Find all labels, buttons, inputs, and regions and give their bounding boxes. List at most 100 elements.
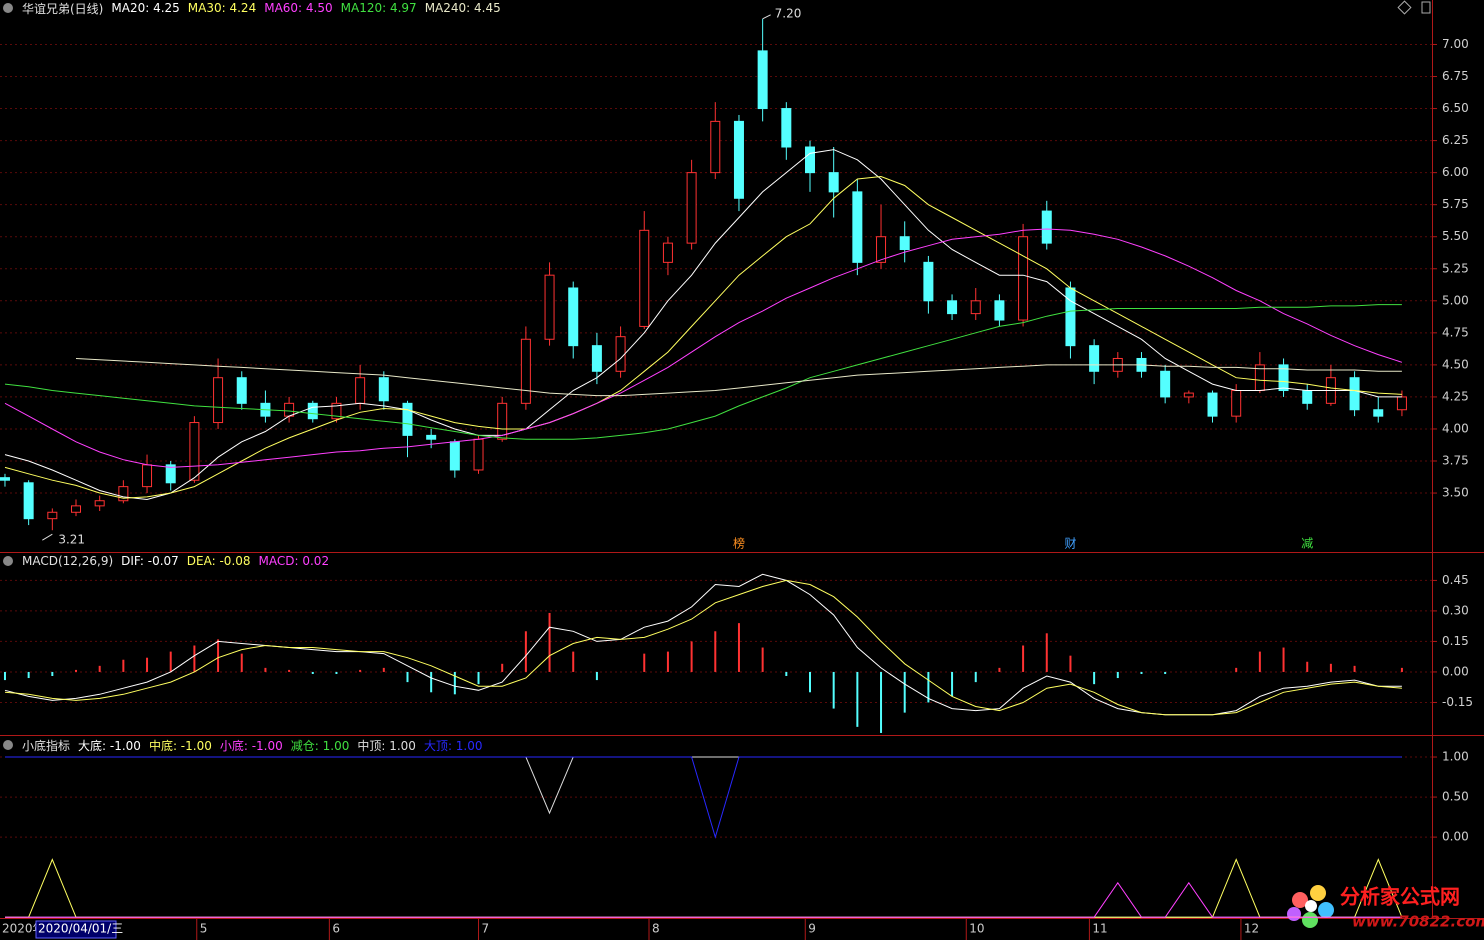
event-marker: 减	[1301, 537, 1313, 551]
candle-body	[118, 486, 129, 502]
x-tick-label: 12	[1244, 922, 1259, 936]
candle-body	[923, 261, 934, 302]
candle-body	[876, 236, 887, 263]
ma-line	[4, 304, 1402, 440]
candle-body	[1349, 377, 1360, 411]
y-tick-label: 6.25	[1442, 133, 1469, 147]
cursor-box	[35, 920, 117, 939]
candle-body	[1278, 364, 1289, 392]
watermark-title: 分析家公式网	[1340, 885, 1460, 909]
watermark-url: www.70822.com	[1352, 913, 1484, 931]
candle-body	[355, 377, 366, 404]
candle-body	[686, 172, 697, 244]
candle-body	[520, 338, 531, 404]
candle-body	[899, 236, 910, 251]
x-tick-label: 7	[482, 922, 490, 936]
candle-body	[828, 172, 839, 193]
y-tick-label: 0.15	[1442, 634, 1469, 648]
x-tick-label: 9	[808, 922, 816, 936]
candle-body	[1183, 392, 1194, 398]
legend: 小底指标 大底: -1.00 中底: -1.00 小底: -1.00 减仓: 1.00 中…	[2, 737, 483, 753]
ma-line	[4, 175, 1402, 499]
indicator-line	[5, 756, 1402, 839]
candle-body	[804, 146, 815, 174]
candle-body	[142, 464, 153, 488]
candle-body	[970, 300, 981, 315]
y-tick-label: 3.50	[1442, 486, 1469, 500]
candle-body	[189, 422, 200, 481]
candle-body	[23, 482, 34, 520]
event-marker: 榜	[733, 536, 745, 551]
legend-entry: MA60: 4.50	[264, 1, 333, 15]
legend-entry: MA120: 4.97	[340, 1, 417, 15]
candle-body	[307, 402, 318, 420]
candle-body	[1018, 236, 1029, 321]
candle-body	[615, 336, 626, 372]
legend: MACD(12,26,9) DIF: -0.07 DEA: -0.08 MACD: 0…	[2, 553, 329, 569]
y-tick-label: 5.25	[1442, 261, 1469, 275]
legend-entry: DIF: -0.07	[121, 554, 179, 568]
legend-entry: MA30: 4.24	[187, 1, 257, 15]
legend-entry: MA240: 4.45	[424, 1, 501, 15]
candle-body	[994, 300, 1005, 321]
x-tick-label: 11	[1092, 922, 1107, 936]
legend-entry: 大底: -1.00	[78, 738, 141, 753]
candle-body	[0, 477, 10, 481]
candle-body	[710, 120, 721, 174]
candle-body	[284, 402, 295, 417]
panel-title: 华谊兄弟(日线)	[22, 1, 104, 16]
y-tick-label: 4.50	[1442, 357, 1469, 371]
candle-body	[71, 505, 82, 513]
candle-body	[544, 274, 555, 340]
y-tick-label: 0.00	[1442, 664, 1469, 678]
x-tick-label: 5	[200, 922, 208, 936]
candle-body	[378, 377, 389, 402]
candle-body	[781, 108, 792, 148]
candle-body	[591, 345, 602, 372]
y-tick-label: 1.00	[1442, 750, 1469, 764]
ma-line	[75, 358, 1402, 397]
candle-body	[852, 191, 863, 263]
ma-line	[4, 228, 1403, 468]
cursor-label: 2020/04/01/三	[38, 922, 123, 936]
legend-entry: 小底: -1.00	[219, 738, 283, 753]
candle-body	[47, 511, 58, 520]
y-tick-label: 0.50	[1442, 790, 1469, 804]
candle-body	[165, 464, 176, 484]
candle-body	[1373, 409, 1384, 417]
year-label: 2020年	[2, 922, 45, 936]
candle-body	[1302, 390, 1313, 404]
legend-entry: 中底: -1.00	[148, 738, 212, 753]
toolbar-icon[interactable]	[1421, 1, 1431, 14]
candle-body	[1231, 390, 1242, 417]
indicator-line	[5, 756, 1402, 815]
high-label: 7.20	[775, 6, 802, 20]
ma-line	[4, 149, 1402, 501]
low-pointer	[42, 533, 53, 541]
candle-body	[94, 500, 105, 507]
x-tick-label: 8	[652, 922, 660, 936]
candle-body	[426, 434, 437, 440]
y-tick-label: 5.50	[1442, 229, 1469, 243]
candle-body	[1207, 392, 1218, 417]
candle-body	[213, 377, 224, 424]
candle-body	[662, 242, 673, 263]
candle-body	[568, 287, 579, 347]
high-pointer	[762, 14, 771, 20]
event-marker: 财	[1064, 537, 1076, 551]
candle-body	[757, 50, 768, 110]
y-tick-label: 4.75	[1442, 325, 1469, 339]
macd-line	[4, 579, 1402, 716]
y-tick-label: 5.75	[1442, 197, 1469, 211]
indicator-line	[5, 881, 1402, 918]
candle-body	[1041, 210, 1052, 244]
y-tick-label: 6.00	[1442, 165, 1469, 179]
toolbar-icon[interactable]	[1397, 0, 1412, 15]
legend-entry: MACD: 0.02	[258, 554, 330, 568]
candle-body	[947, 300, 958, 315]
legend-entry: DEA: -0.08	[186, 554, 251, 568]
x-tick-label: 10	[969, 922, 984, 936]
y-tick-label: 0.30	[1442, 603, 1469, 617]
y-tick-label: 5.00	[1442, 293, 1469, 307]
